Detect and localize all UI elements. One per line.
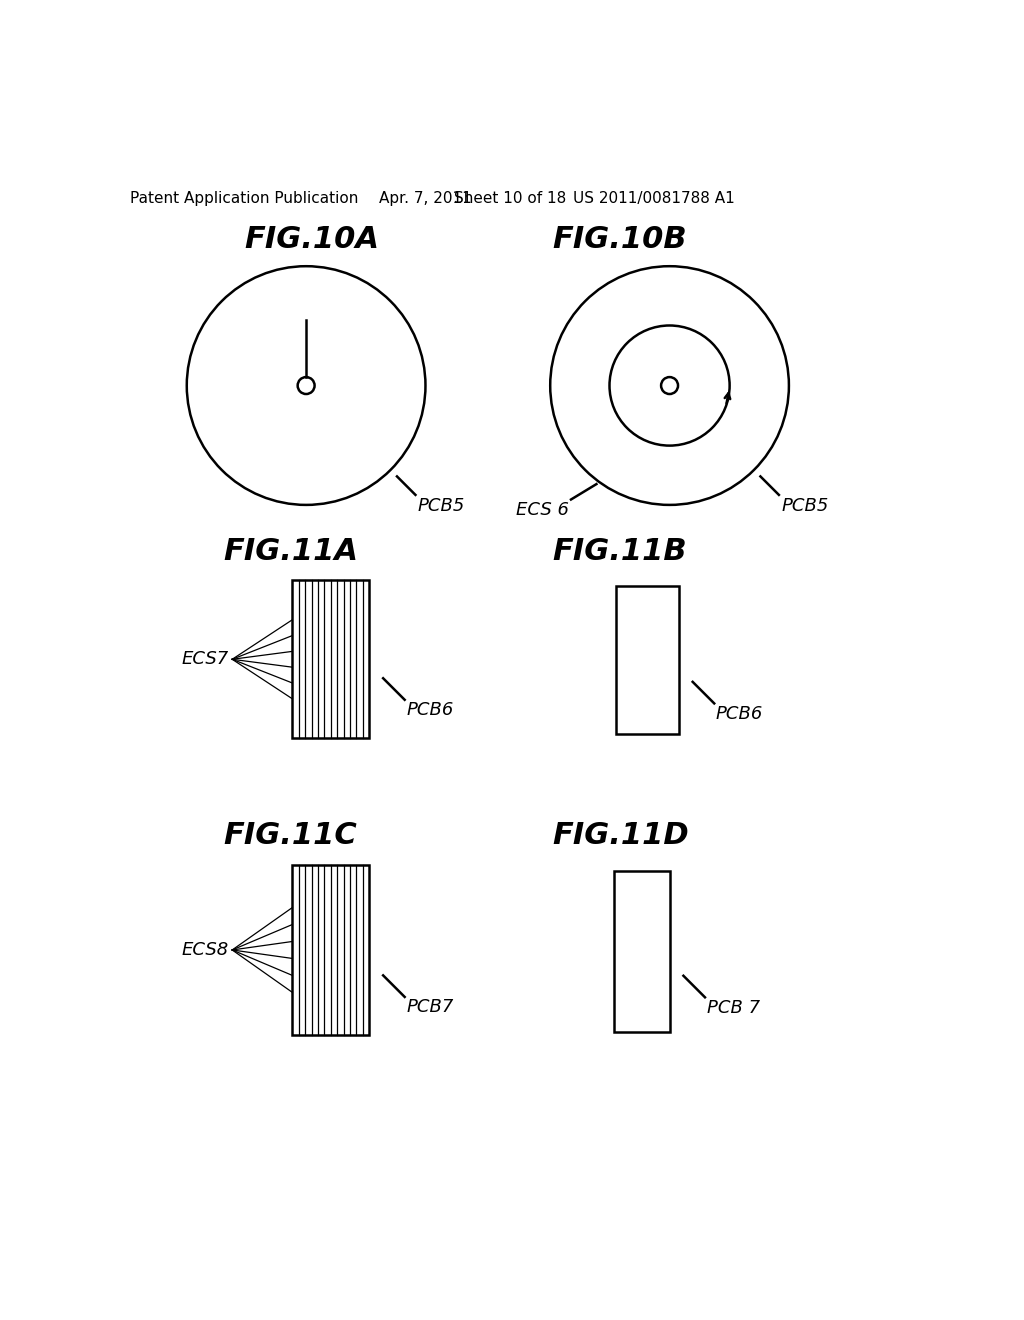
Text: PCB7: PCB7 xyxy=(407,998,454,1016)
Text: FIG.11C: FIG.11C xyxy=(223,821,356,850)
Bar xyxy=(292,866,370,1035)
Text: PCB5: PCB5 xyxy=(418,498,465,515)
Text: FIG.11A: FIG.11A xyxy=(223,537,358,565)
Text: PCB6: PCB6 xyxy=(716,705,763,723)
Text: ECS 6: ECS 6 xyxy=(516,502,568,519)
Text: ECS7: ECS7 xyxy=(182,651,229,668)
Text: ECS8: ECS8 xyxy=(182,941,229,958)
Text: PCB 7: PCB 7 xyxy=(707,999,760,1016)
Bar xyxy=(292,581,370,738)
Text: Patent Application Publication: Patent Application Publication xyxy=(130,191,358,206)
Text: FIG.11B: FIG.11B xyxy=(553,537,687,565)
Bar xyxy=(614,871,670,1032)
Text: US 2011/0081788 A1: US 2011/0081788 A1 xyxy=(573,191,735,206)
Text: Sheet 10 of 18: Sheet 10 of 18 xyxy=(454,191,566,206)
Text: PCB5: PCB5 xyxy=(781,498,828,515)
Text: FIG.10B: FIG.10B xyxy=(553,224,687,253)
Text: FIG.10A: FIG.10A xyxy=(245,224,380,253)
Text: PCB6: PCB6 xyxy=(407,701,454,719)
Text: Apr. 7, 2011: Apr. 7, 2011 xyxy=(379,191,472,206)
Bar xyxy=(615,586,679,734)
Text: FIG.11D: FIG.11D xyxy=(553,821,689,850)
